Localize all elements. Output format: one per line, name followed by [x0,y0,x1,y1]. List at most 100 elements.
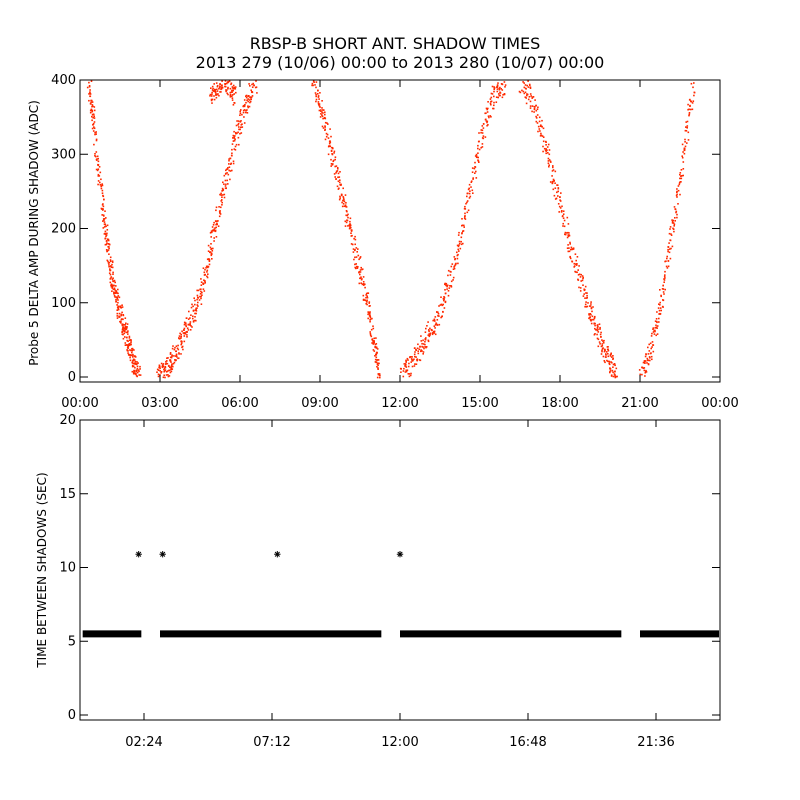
amplitude-point [242,109,245,112]
amplitude-point [216,223,218,226]
amplitude-point [339,179,341,181]
amplitude-point [211,85,214,88]
amplitude-point [454,258,456,260]
amplitude-point [136,363,138,365]
amplitude-point [526,93,528,95]
amplitude-point [344,194,347,196]
amplitude-point [683,152,686,155]
amplitude-point [117,307,119,310]
amplitude-point [358,271,360,274]
amplitude-point [104,230,107,233]
amplitude-point [530,95,532,97]
amplitude-point [88,93,90,95]
amplitude-point [103,219,105,222]
amplitude-point [503,81,506,83]
amplitude-point [106,229,109,231]
amplitude-point [367,313,369,316]
amplitude-point [611,361,613,364]
amplitude-point [177,357,180,359]
amplitude-point [224,83,226,86]
amplitude-point [221,80,223,82]
amplitude-point [196,307,198,309]
amplitude-point [324,117,327,120]
amplitude-point [549,181,552,183]
amplitude-point [193,297,195,299]
amplitude-point [184,333,187,335]
amplitude-point [362,281,365,283]
amplitude-point [181,330,183,333]
amplitude-point [211,91,213,94]
amplitude-point [407,365,410,368]
amplitude-point [559,196,561,198]
amplitude-point [570,248,572,251]
amplitude-point [362,294,365,297]
amplitude-point [228,163,230,165]
amplitude-point [317,102,320,105]
amplitude-point [136,361,138,363]
amplitude-point [172,345,174,347]
amplitude-point [99,181,101,184]
amplitude-point [199,295,201,298]
amplitude-point [105,235,107,237]
amplitude-point [468,183,471,186]
amplitude-point [227,87,229,90]
amplitude-point [603,360,606,362]
amplitude-point [546,149,548,151]
amplitude-point [658,317,660,320]
amplitude-point [379,376,381,379]
amplitude-point [159,365,161,368]
amplitude-point [378,362,380,365]
amplitude-point [597,325,599,328]
amplitude-point [229,157,231,160]
amplitude-point [324,125,326,127]
amplitude-point [335,178,337,180]
interval-x-tick-label: 12:00 [381,735,418,750]
amplitude-point [446,288,448,290]
amplitude-point [106,232,108,235]
amplitude-point [592,318,595,321]
amplitude-point [454,264,457,266]
amplitude-point [88,85,91,88]
amplitude-point [189,324,191,326]
amplitude-point [324,126,326,128]
amplitude-point [128,339,131,341]
amplitude-point [493,88,495,91]
amplitude-point [581,275,584,277]
amplitude-x-tick-label: 21:00 [621,396,658,411]
amplitude-point [498,93,500,95]
amplitude-point [329,128,331,130]
amplitude-point [224,185,227,187]
amplitude-point [669,248,671,250]
amplitude-point [368,302,370,304]
amplitude-point [658,309,661,312]
amplitude-point [323,109,325,111]
amplitude-point [113,284,115,287]
amplitude-point [126,327,128,329]
amplitude-point [117,305,120,308]
amplitude-point [688,99,691,101]
amplitude-point [349,225,351,228]
amplitude-point [224,179,227,182]
amplitude-point [166,370,169,372]
amplitude-point [658,321,660,323]
amplitude-point [679,173,681,176]
amplitude-point [529,93,532,95]
amplitude-point [91,101,94,103]
amplitude-point [373,340,375,342]
amplitude-point [377,368,379,370]
amplitude-point [112,280,115,283]
amplitude-point [330,135,332,138]
amplitude-point [170,365,173,368]
amplitude-point [199,293,202,295]
amplitude-point [444,292,447,295]
amplitude-point [123,329,125,332]
amplitude-point [687,108,689,111]
amplitude-point [117,295,120,297]
amplitude-point [547,162,550,165]
amplitude-point [189,322,191,325]
amplitude-point [130,354,132,357]
amplitude-point [92,124,94,126]
amplitude-point [414,347,416,349]
amplitude-point [562,225,564,227]
